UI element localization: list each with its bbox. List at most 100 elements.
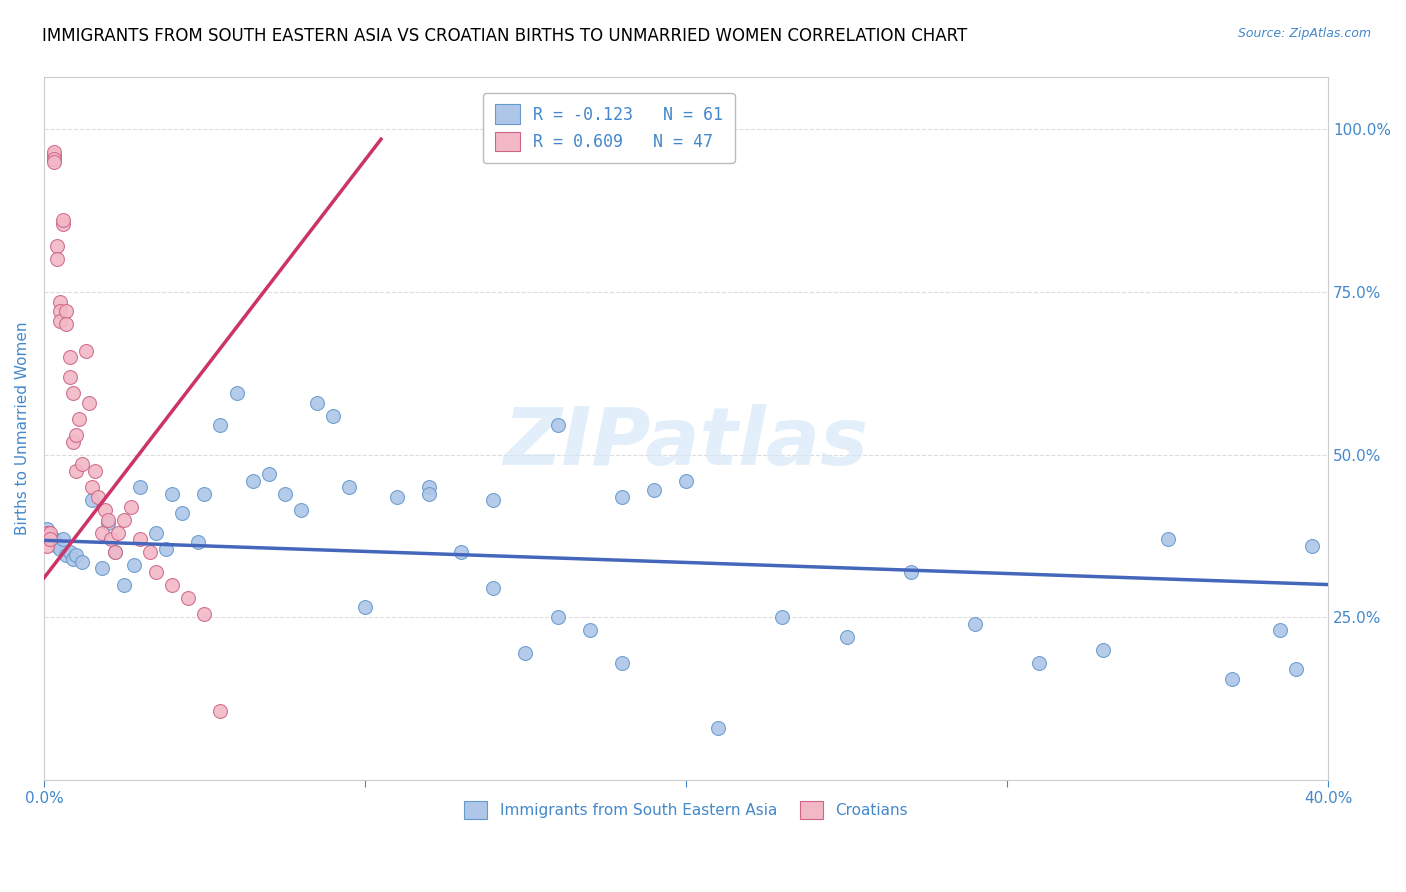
Point — [35, 522, 58, 536]
Point — [162, 577, 184, 591]
Point — [209, 704, 232, 718]
Point — [1092, 642, 1115, 657]
Point — [42, 152, 65, 166]
Point — [515, 646, 537, 660]
Point — [122, 558, 145, 572]
Point — [257, 467, 280, 481]
Text: IMMIGRANTS FROM SOUTH EASTERN ASIA VS CROATIAN BIRTHS TO UNMARRIED WOMEN CORRELA: IMMIGRANTS FROM SOUTH EASTERN ASIA VS CR… — [42, 27, 967, 45]
Point — [49, 304, 72, 318]
Point — [49, 541, 72, 556]
Point — [103, 545, 125, 559]
Point — [170, 506, 193, 520]
Point — [193, 486, 215, 500]
Point — [87, 490, 110, 504]
Point — [65, 428, 87, 442]
Point — [42, 532, 65, 546]
Point — [225, 385, 247, 400]
Point — [1268, 623, 1291, 637]
Point — [305, 395, 328, 409]
Point — [90, 525, 112, 540]
Point — [65, 464, 87, 478]
Point — [1285, 662, 1308, 676]
Y-axis label: Births to Unmarried Women: Births to Unmarried Women — [15, 322, 30, 535]
Point — [62, 434, 84, 449]
Point — [55, 318, 77, 332]
Point — [90, 561, 112, 575]
Point — [97, 512, 120, 526]
Text: Source: ZipAtlas.com: Source: ZipAtlas.com — [1237, 27, 1371, 40]
Point — [547, 610, 569, 624]
Point — [610, 490, 633, 504]
Point — [80, 493, 103, 508]
Point — [65, 549, 87, 563]
Point — [84, 464, 107, 478]
Point — [482, 581, 505, 595]
Point — [42, 155, 65, 169]
Point — [100, 532, 122, 546]
Point — [145, 565, 167, 579]
Point — [578, 623, 600, 637]
Point — [385, 490, 408, 504]
Point — [450, 545, 472, 559]
Point — [900, 565, 922, 579]
Point — [39, 532, 62, 546]
Point — [187, 535, 209, 549]
Point — [39, 525, 62, 540]
Point — [58, 350, 80, 364]
Point — [675, 474, 697, 488]
Point — [45, 539, 67, 553]
Point — [55, 304, 77, 318]
Point — [242, 474, 264, 488]
Point — [112, 577, 135, 591]
Point — [39, 529, 62, 543]
Point — [45, 252, 67, 267]
Point — [72, 457, 94, 471]
Point — [45, 239, 67, 253]
Point — [354, 600, 377, 615]
Point — [155, 541, 177, 556]
Point — [770, 610, 793, 624]
Point — [162, 486, 184, 500]
Point — [42, 145, 65, 160]
Point — [52, 213, 75, 227]
Point — [55, 549, 77, 563]
Point — [418, 486, 440, 500]
Text: ZIPatlas: ZIPatlas — [503, 403, 869, 482]
Point — [337, 480, 360, 494]
Point — [80, 480, 103, 494]
Point — [35, 539, 58, 553]
Legend: Immigrants from South Eastern Asia, Croatians: Immigrants from South Eastern Asia, Croa… — [458, 795, 914, 824]
Point — [835, 630, 858, 644]
Point — [482, 493, 505, 508]
Point — [42, 535, 65, 549]
Point — [193, 607, 215, 621]
Point — [49, 294, 72, 309]
Point — [547, 418, 569, 433]
Point — [35, 525, 58, 540]
Point — [112, 512, 135, 526]
Point — [49, 314, 72, 328]
Point — [52, 532, 75, 546]
Point — [97, 516, 120, 530]
Point — [129, 480, 152, 494]
Point — [52, 217, 75, 231]
Point — [1028, 656, 1050, 670]
Point — [1156, 532, 1178, 546]
Point — [58, 545, 80, 559]
Point — [42, 152, 65, 166]
Point — [62, 385, 84, 400]
Point — [129, 532, 152, 546]
Point — [62, 551, 84, 566]
Point — [1301, 539, 1323, 553]
Point — [42, 148, 65, 162]
Point — [145, 525, 167, 540]
Point — [1220, 672, 1243, 686]
Point — [32, 532, 55, 546]
Point — [418, 480, 440, 494]
Point — [963, 616, 986, 631]
Point — [177, 591, 200, 605]
Point — [120, 500, 142, 514]
Point — [107, 525, 129, 540]
Point — [139, 545, 162, 559]
Point — [58, 369, 80, 384]
